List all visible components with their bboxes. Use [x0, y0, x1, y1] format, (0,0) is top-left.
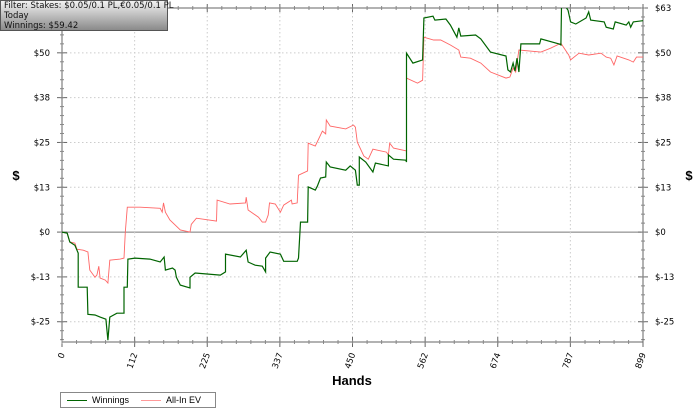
- series-line-winnings: [62, 8, 643, 341]
- y-tick-label-right: $13: [655, 183, 671, 193]
- grid: [62, 7, 643, 342]
- y-axis-label-left: $: [12, 168, 20, 183]
- filter-text: Filter: Stakes: $0.05/0.1 PL,€0.05/0.1 P…: [4, 1, 174, 11]
- legend-label-allin-ev: All-In EV: [166, 395, 202, 405]
- y-tick-label-left: $-13: [31, 273, 50, 283]
- x-tick-label: 112: [126, 352, 141, 371]
- y-tick-label-left: $38: [34, 94, 50, 104]
- legend-item-allin-ev: All-In EV: [139, 395, 201, 405]
- legend-label-winnings: Winnings: [92, 395, 130, 405]
- x-tick-label: 450: [343, 352, 358, 371]
- series-layer: [62, 8, 643, 341]
- x-tick-label: 674: [489, 352, 504, 371]
- legend-swatch-winnings: [67, 399, 87, 401]
- y-tick-label-left: $50: [34, 49, 50, 59]
- y-tick-label-left: $25: [34, 138, 50, 148]
- x-tick-label: 787: [561, 352, 576, 371]
- legend: Winnings All-In EV: [60, 392, 217, 408]
- x-tick-label: 337: [271, 352, 286, 371]
- x-tick-label: 562: [416, 352, 431, 371]
- y-tick-label-right: $-13: [655, 273, 674, 283]
- y-tick-label-right: $0: [655, 228, 666, 238]
- y-tick-label-right: $38: [655, 94, 671, 104]
- winnings-text: Winnings: $59.42: [4, 21, 79, 31]
- x-axis-label: Hands: [332, 373, 372, 388]
- y-tick-label-right: $50: [655, 49, 671, 59]
- legend-swatch-allin-ev: [141, 399, 162, 401]
- filter-info-box: Filter: Stakes: $0.05/0.1 PL,€0.05/0.1 P…: [0, 0, 174, 31]
- y-tick-label-left: $-25: [31, 318, 50, 328]
- series-line-allin-ev: [62, 36, 643, 285]
- x-tick-label: 899: [634, 352, 649, 371]
- y-tick-label-right: $63: [655, 4, 671, 14]
- y-tick-label-left: $13: [34, 183, 50, 193]
- x-tick-label: 225: [198, 352, 213, 371]
- x-tick-label: 0: [57, 352, 68, 361]
- y-tick-label-right: $-25: [655, 318, 674, 328]
- period-text: Today: [4, 11, 29, 21]
- y-tick-label-left: $0: [39, 228, 50, 238]
- y-axis-label-right: $: [685, 168, 693, 183]
- y-tick-label-right: $25: [655, 138, 671, 148]
- legend-item-winnings: Winnings: [65, 395, 129, 405]
